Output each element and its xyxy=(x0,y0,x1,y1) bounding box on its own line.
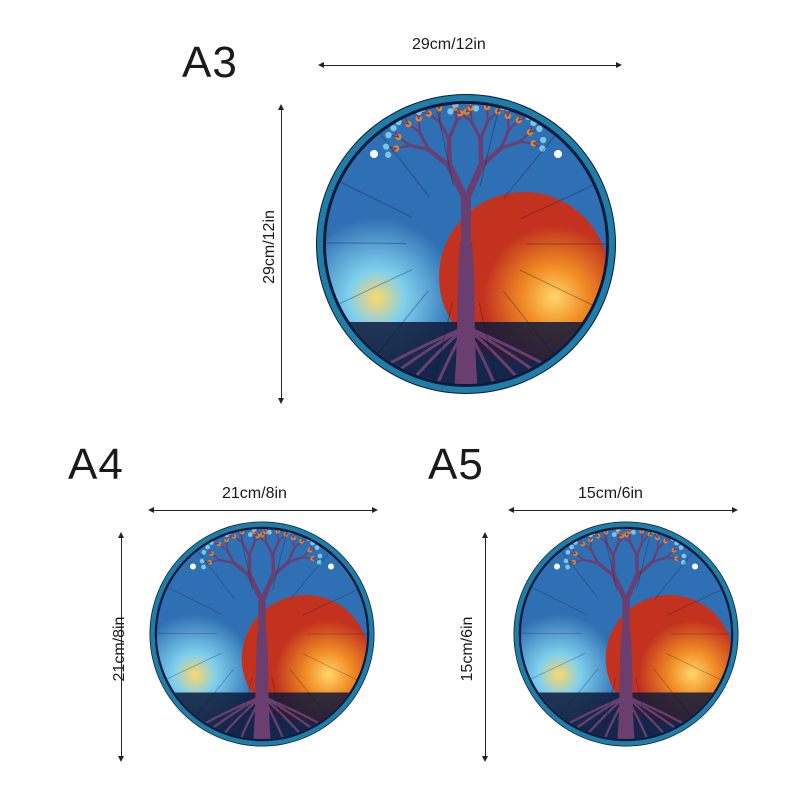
arrowhead-down-icon xyxy=(278,398,284,404)
arrowhead-up-icon xyxy=(118,532,124,538)
width-label-a5: 15cm/6in xyxy=(578,485,643,502)
height-label-a3: 29cm/12in xyxy=(261,210,278,284)
height-label-a5: 15cm/6in xyxy=(459,616,476,682)
width-arrow-a5 xyxy=(512,510,734,511)
width-label-a4: 21cm/8in xyxy=(222,485,287,502)
height-arrow-a3 xyxy=(281,108,282,400)
tree-of-life-disc-a4 xyxy=(149,521,375,747)
arrowhead-left-icon xyxy=(318,62,324,68)
arrowhead-left-icon xyxy=(508,507,514,513)
arrowhead-left-icon xyxy=(148,507,154,513)
height-arrow-a4 xyxy=(121,536,122,758)
arrowhead-up-icon xyxy=(278,104,284,110)
arrowhead-up-icon xyxy=(482,532,488,538)
arrowhead-right-icon xyxy=(616,62,622,68)
arrowhead-down-icon xyxy=(118,756,124,762)
arrowhead-down-icon xyxy=(482,756,488,762)
arrowhead-right-icon xyxy=(372,507,378,513)
width-arrow-a4 xyxy=(152,510,374,511)
size-label-a3: A3 xyxy=(182,38,238,87)
width-arrow-a3 xyxy=(322,65,618,66)
tree-of-life-disc-a3 xyxy=(316,94,616,394)
size-label-a4: A4 xyxy=(68,440,124,489)
size-label-a5: A5 xyxy=(428,440,484,489)
width-label-a3: 29cm/12in xyxy=(412,36,486,53)
height-arrow-a5 xyxy=(485,536,486,758)
tree-of-life-disc-a5 xyxy=(513,521,739,747)
height-label-a4: 21cm/8in xyxy=(111,616,128,682)
arrowhead-right-icon xyxy=(732,507,738,513)
